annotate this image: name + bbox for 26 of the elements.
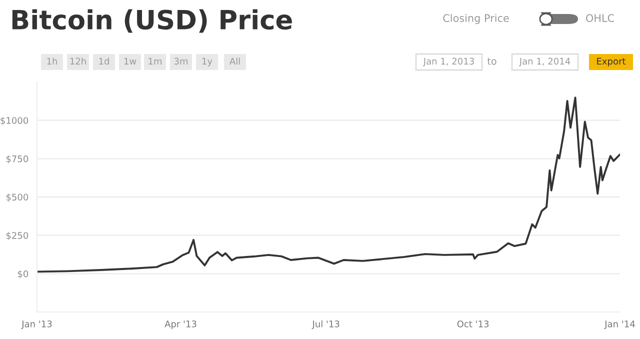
text: 12h xyxy=(70,58,86,64)
text: All xyxy=(229,58,240,64)
text: 1m xyxy=(148,58,162,64)
text: to xyxy=(487,58,496,65)
text: Jan 1, 2013 xyxy=(422,58,474,66)
x-tick-label: Jul '13 xyxy=(312,320,340,329)
y-tick-label: $0 xyxy=(18,270,28,278)
text: 1d xyxy=(99,58,109,65)
x-tick-label: Jan '13 xyxy=(21,320,52,329)
text: 3m xyxy=(174,58,188,65)
text: OHLC xyxy=(586,14,614,22)
text: Export xyxy=(597,58,626,66)
text: 1w xyxy=(124,58,136,64)
chart-title: Bitcoin (USD) Price xyxy=(12,9,292,33)
y-tick-label: $750 xyxy=(6,155,28,164)
text: 1y xyxy=(202,58,212,66)
x-tick-label: Jan '14 xyxy=(604,320,635,329)
text: Closing Price xyxy=(443,14,509,24)
text: 1h xyxy=(47,58,57,64)
line-series xyxy=(37,96,620,273)
y-tick-label: $250 xyxy=(6,232,28,240)
x-tick-label: Apr '13 xyxy=(164,320,196,330)
y-tick-label: $500 xyxy=(6,194,28,202)
x-tick-label: Oct '13 xyxy=(457,320,489,328)
text: Jan 1, 2014 xyxy=(518,58,570,66)
y-tick-label: $1000 xyxy=(0,116,28,126)
